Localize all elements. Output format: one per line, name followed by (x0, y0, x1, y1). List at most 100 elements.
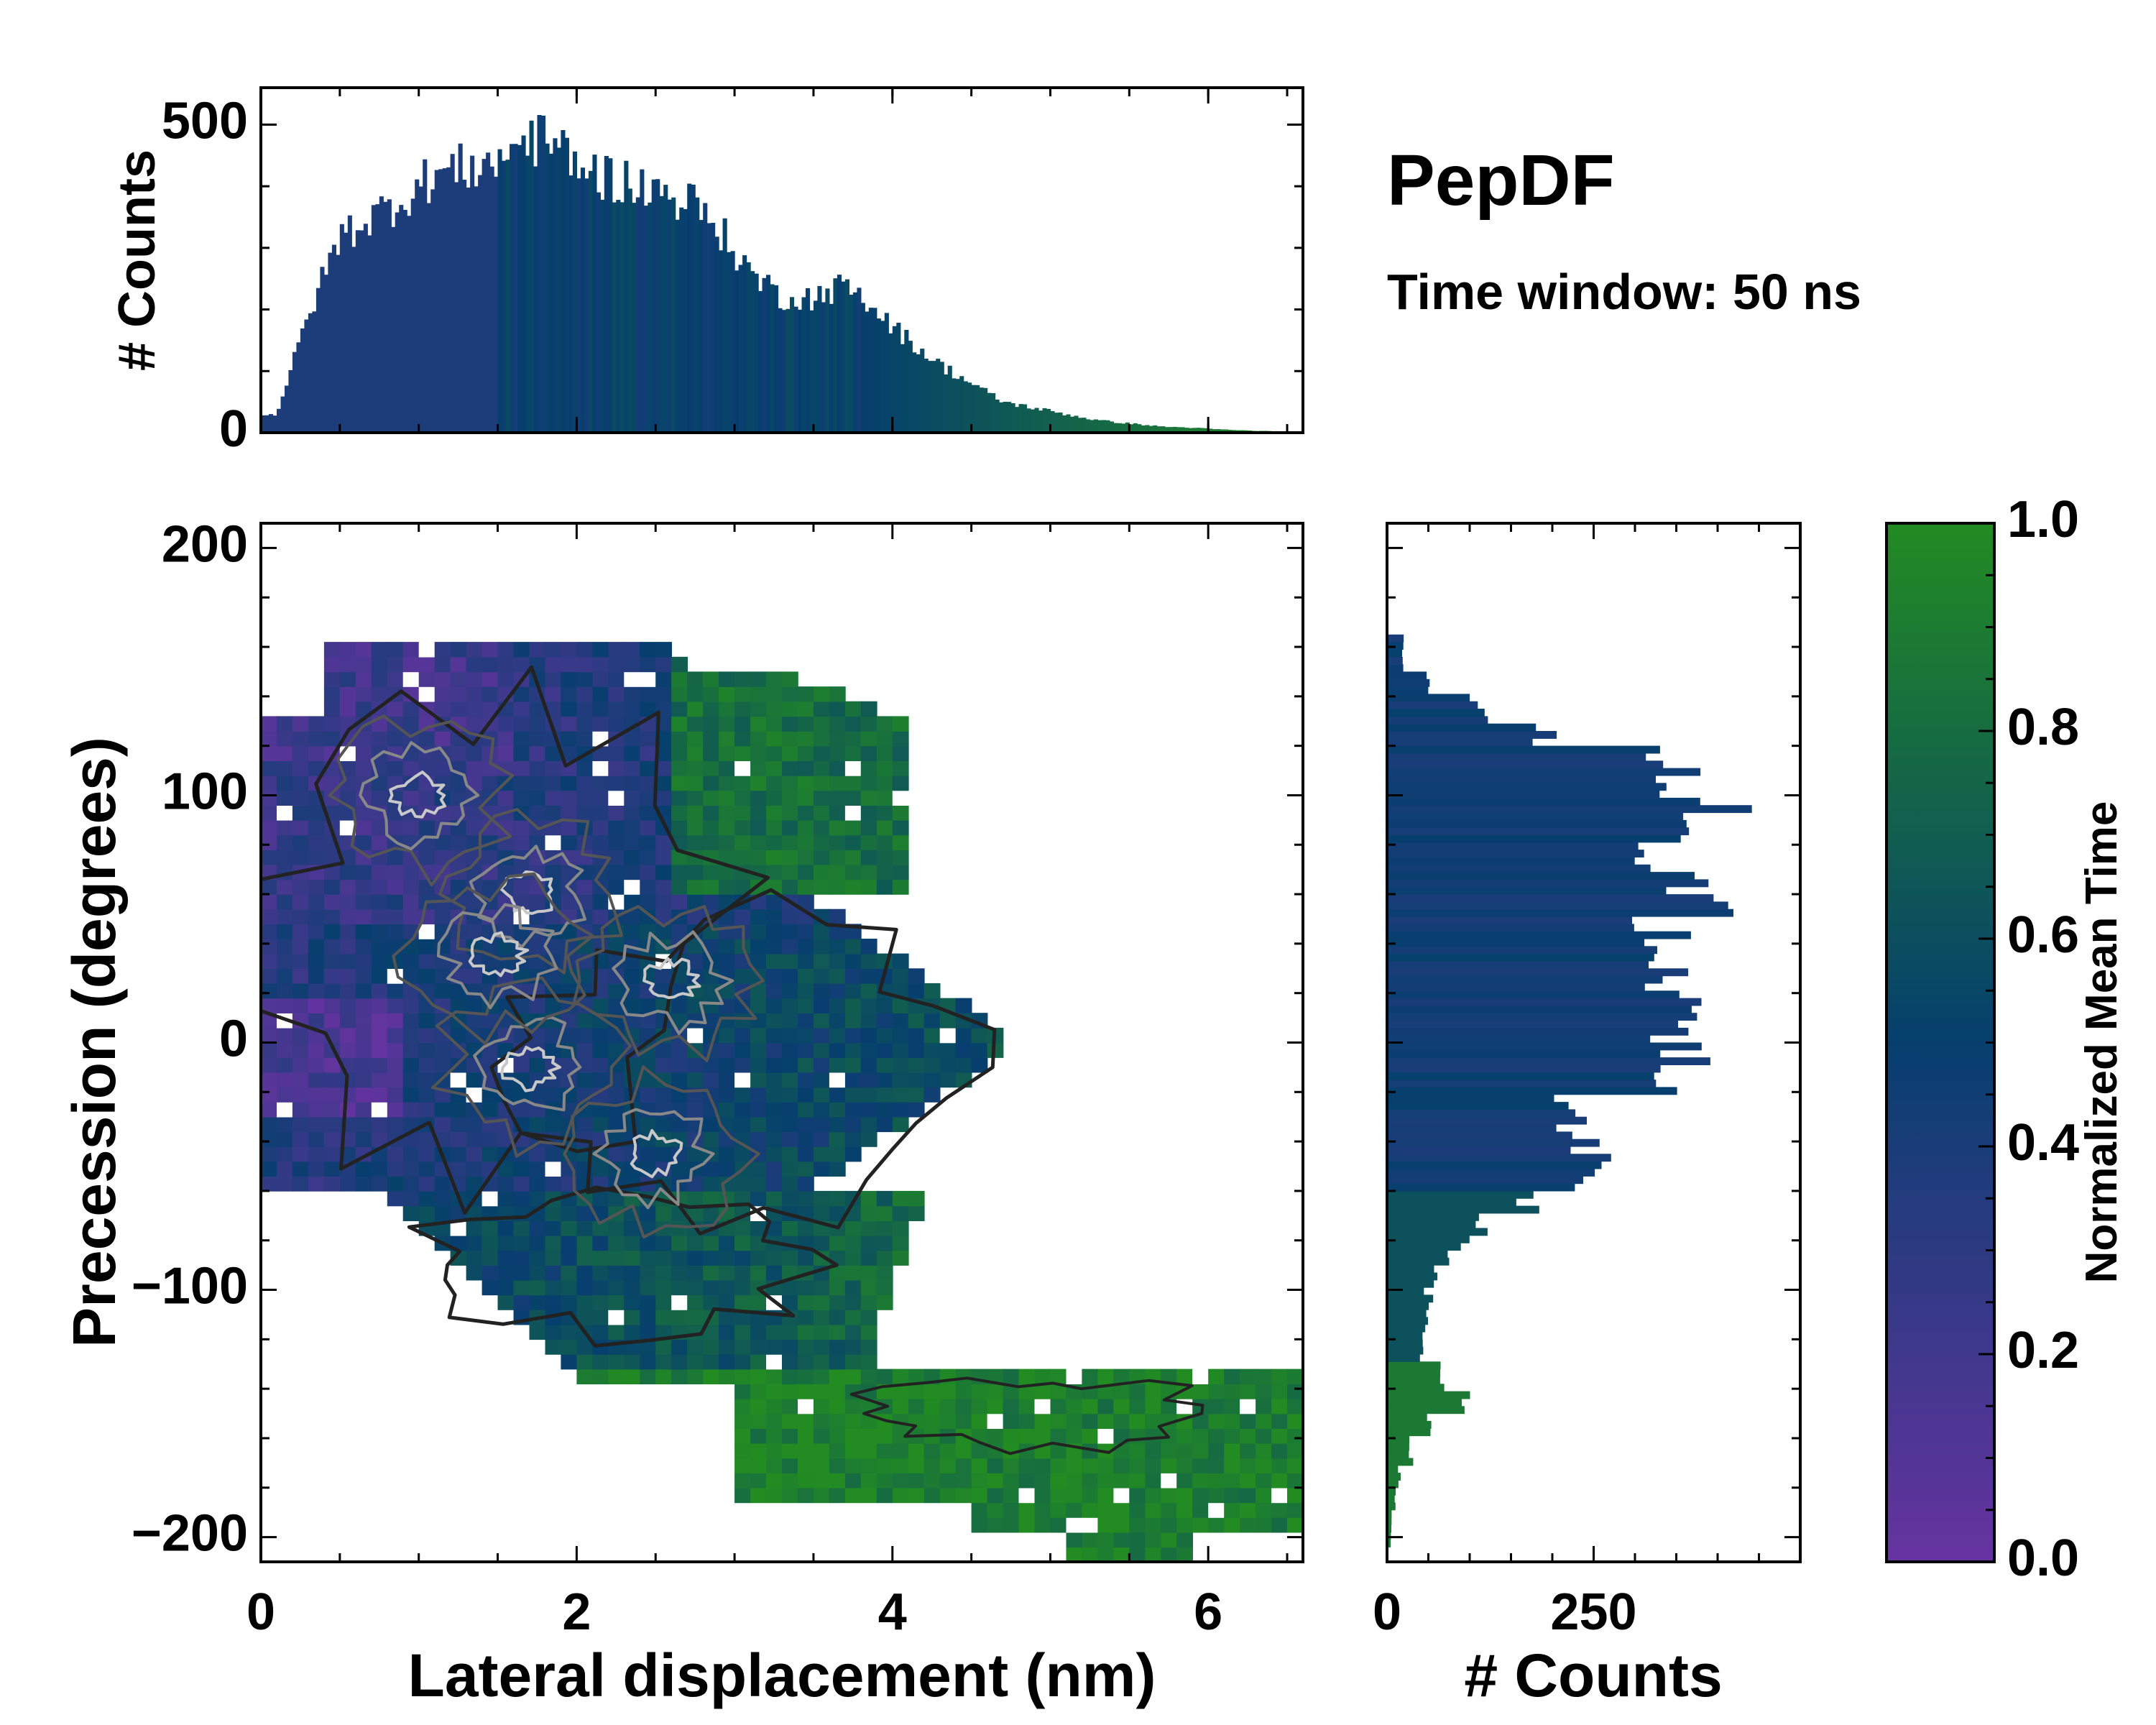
heatmap-cell (734, 1042, 751, 1058)
heatmap-cell (1066, 1368, 1083, 1384)
tick-label: 2 (562, 1583, 591, 1641)
heatmap-cell (655, 1339, 672, 1355)
heatmap-cell (513, 1235, 530, 1251)
right-histogram-bar (1387, 1413, 1427, 1422)
heatmap-cell (829, 1116, 846, 1133)
heatmap-cell (624, 701, 641, 717)
contour-line (849, 1376, 1204, 1455)
heatmap-cell (1113, 1368, 1130, 1384)
heatmap-cell (1208, 1428, 1225, 1444)
heatmap-cell (529, 731, 546, 747)
heatmap-cell (1018, 1368, 1036, 1384)
figure-subtitle: Time window: 50 ns (1387, 264, 1861, 320)
right-histogram-bar (1387, 701, 1478, 709)
heatmap-cell (323, 850, 341, 865)
heatmap-cell (1129, 1502, 1146, 1518)
heatmap-cell (876, 1220, 893, 1236)
top-histogram-bar (1133, 423, 1138, 433)
top-histogram-bar (494, 176, 499, 433)
top-histogram-bar (1050, 411, 1055, 433)
heatmap-cell (418, 1161, 436, 1177)
heatmap-cell (323, 1131, 341, 1147)
heatmap-cell (466, 968, 483, 984)
heatmap-cell (261, 939, 277, 954)
heatmap-cell (339, 1102, 356, 1118)
heatmap-cell (908, 1190, 925, 1207)
heatmap-cell (466, 1131, 483, 1147)
heatmap-cell (1256, 1368, 1272, 1384)
heatmap-cell (323, 1057, 341, 1073)
heatmap-cell (261, 983, 277, 999)
heatmap-cell (671, 1235, 688, 1251)
heatmap-cell (292, 760, 309, 776)
top-histogram-ylabel: # Counts (109, 150, 166, 371)
heatmap-cell (813, 1398, 830, 1414)
heatmap-cell (608, 745, 625, 761)
heatmap-cell (561, 716, 578, 732)
heatmap-cell (798, 775, 814, 791)
top-histogram-bar (865, 311, 870, 433)
heatmap-cell (655, 1116, 672, 1133)
top-histogram-bar (572, 151, 577, 433)
right-histogram-xlabel: # Counts (1464, 1642, 1722, 1709)
heatmap-cell (1097, 1368, 1115, 1384)
heatmap-cell (608, 1042, 625, 1058)
heatmap-cell (418, 642, 436, 658)
top-histogram-bar (1141, 426, 1146, 433)
heatmap-cell (734, 805, 751, 821)
heatmap-cell (750, 1161, 767, 1177)
heatmap-cell (1256, 1473, 1272, 1489)
heatmap-cell (497, 1190, 515, 1207)
heatmap-cell (734, 1235, 751, 1251)
heatmap-cell (339, 879, 356, 895)
heatmap-cell (829, 716, 846, 732)
contour-line (469, 845, 587, 949)
heatmap-cell (829, 924, 846, 939)
top-histogram-bar (687, 183, 692, 433)
heatmap-cell (860, 1013, 877, 1029)
top-histogram-bar (1204, 428, 1209, 433)
heatmap-cell (703, 968, 719, 984)
heatmap-cell (892, 1102, 909, 1118)
heatmap-cell (277, 790, 293, 806)
heatmap-cell (655, 1294, 672, 1310)
heatmap-cell (939, 1072, 957, 1088)
heatmap-cell (561, 790, 578, 806)
heatmap-cell (261, 1116, 277, 1133)
heatmap-cell (1176, 1443, 1193, 1459)
heatmap-cell (261, 760, 277, 776)
top-histogram-bar (383, 201, 388, 433)
right-histogram-bar (1387, 1458, 1414, 1466)
heatmap-cell (860, 1235, 877, 1251)
heatmap-cell (876, 1042, 893, 1058)
heatmap-cell (624, 819, 641, 836)
heatmap-cell (782, 790, 798, 806)
heatmap-cell (608, 879, 625, 895)
heatmap-cell (844, 968, 862, 984)
heatmap-cell (482, 864, 499, 880)
heatmap-cell (876, 834, 893, 850)
heatmap-cell (892, 731, 909, 747)
heatmap-cell (782, 1428, 798, 1444)
right-histogram-bar (1387, 1243, 1461, 1251)
heatmap-cell (292, 998, 309, 1013)
heatmap-cell (576, 656, 594, 673)
top-histogram-bar (1082, 418, 1087, 433)
heatmap-cell (339, 686, 356, 702)
right-histogram-bar (1387, 634, 1404, 643)
heatmap-cell (277, 731, 293, 747)
heatmap-cell (561, 805, 578, 821)
top-histogram-bar (1093, 419, 1098, 433)
contour-line (261, 665, 770, 1215)
right-histogram-bar (1387, 678, 1430, 687)
top-histogram-bar (844, 279, 849, 433)
heatmap-cell (813, 1087, 830, 1103)
heatmap-cell (734, 745, 751, 761)
heatmap-cell (703, 671, 719, 687)
heatmap-cell (561, 1279, 578, 1296)
heatmap-cell (782, 924, 798, 939)
heatmap-cell (608, 1294, 625, 1310)
heatmap-cell (750, 1458, 767, 1473)
heatmap-cell (955, 1368, 972, 1384)
top-histogram-bar (344, 232, 349, 433)
